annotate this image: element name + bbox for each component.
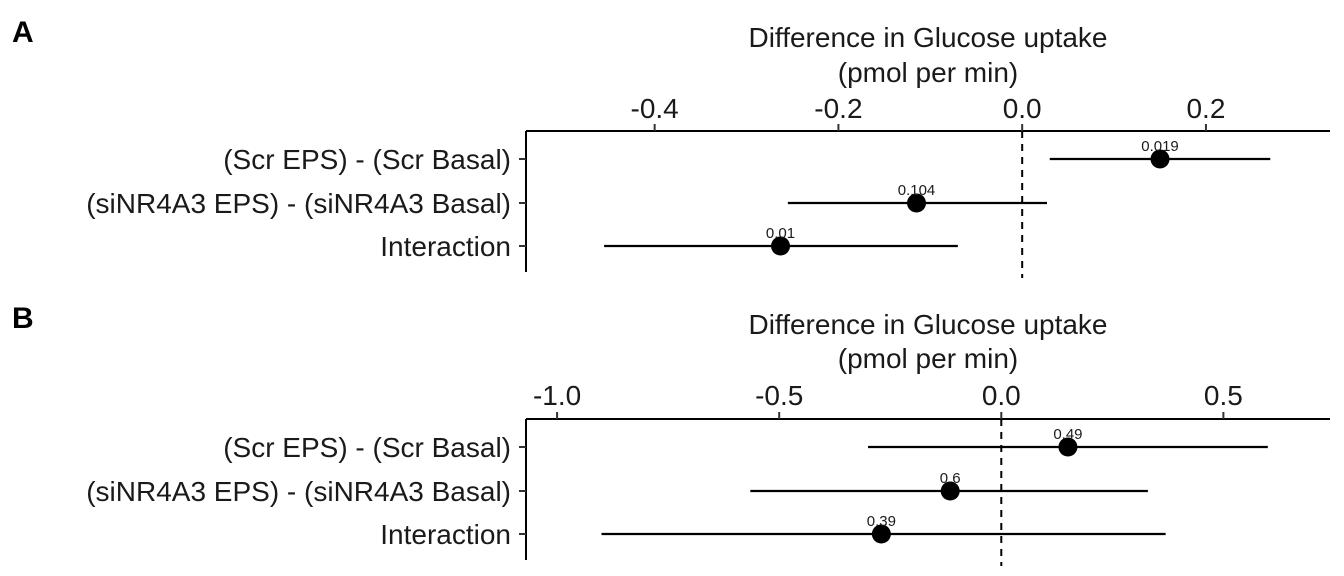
category-label: Interaction <box>380 231 511 262</box>
x-tick-label: 0.2 <box>1186 93 1225 124</box>
category-label: (siNR4A3 EPS) - (siNR4A3 Basal) <box>86 476 511 507</box>
x-tick-label: -0.5 <box>755 380 803 411</box>
p-value-label: 0.39 <box>867 513 896 530</box>
point-estimate <box>1150 149 1170 169</box>
p-value-label: 0.01 <box>766 225 795 242</box>
axis-title: Difference in Glucose uptake <box>748 309 1107 340</box>
category-label: (Scr EPS) - (Scr Basal) <box>223 432 511 463</box>
p-value-label: 0.6 <box>940 470 961 487</box>
axis-subtitle: (pmol per min) <box>838 57 1018 88</box>
x-tick-label: 0.5 <box>1204 380 1243 411</box>
axis-title: Difference in Glucose uptake <box>748 22 1107 53</box>
axis-subtitle: (pmol per min) <box>838 343 1018 374</box>
category-label: Interaction <box>380 519 511 550</box>
p-value-label: 0.104 <box>898 182 936 199</box>
point-estimate <box>940 481 960 501</box>
point-estimate <box>907 193 927 213</box>
p-value-label: 0.49 <box>1053 426 1082 443</box>
category-label: (siNR4A3 EPS) - (siNR4A3 Basal) <box>86 188 511 219</box>
x-tick-label: 0.0 <box>1003 93 1042 124</box>
x-tick-label: 0.0 <box>982 380 1021 411</box>
point-estimate <box>771 236 791 256</box>
point-estimate <box>1058 437 1078 457</box>
panel-tag-b: B <box>12 302 34 335</box>
category-label: (Scr EPS) - (Scr Basal) <box>223 144 511 175</box>
x-tick-label: -1.0 <box>533 380 581 411</box>
panel-tag-a: A <box>12 16 34 49</box>
p-value-label: 0.019 <box>1141 138 1179 155</box>
x-tick-label: -0.4 <box>631 93 679 124</box>
point-estimate <box>871 524 891 544</box>
x-tick-label: -0.2 <box>814 93 862 124</box>
